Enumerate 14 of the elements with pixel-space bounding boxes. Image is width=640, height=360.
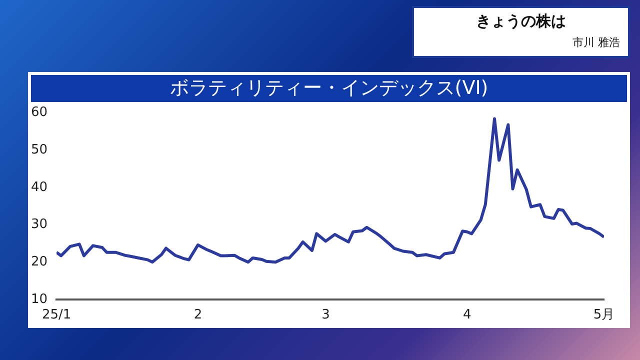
y-tick-label: 40 — [30, 180, 48, 195]
chart-title: ボラティリティー・インデックス(VI) — [31, 75, 627, 102]
y-tick-label: 10 — [30, 292, 48, 307]
chart-subtitle: きょうの株は — [475, 12, 567, 31]
y-tick-label: 30 — [30, 217, 48, 232]
y-tick-label: 60 — [30, 105, 48, 120]
y-tick-label: 20 — [30, 254, 48, 270]
x-tick-label: 3 — [322, 308, 330, 323]
x-tick-label: 2 — [194, 308, 202, 323]
text: 市川 雅浩 — [572, 36, 620, 49]
y-tick-label: 50 — [30, 142, 48, 158]
x-tick-label: 4 — [462, 308, 472, 323]
x-tick-label: 25/1 — [42, 308, 72, 323]
x-tick-label: 5月 — [593, 308, 615, 323]
